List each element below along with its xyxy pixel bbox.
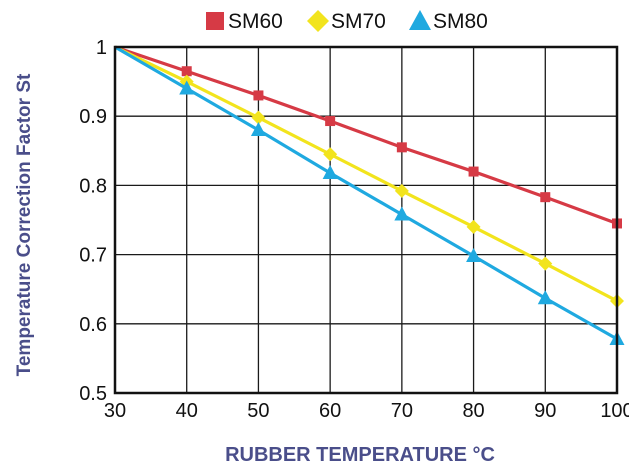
- x-axis-ticks: 30 40 50 60 70 80 90 100: [104, 400, 629, 422]
- series-line-sm70: [114, 45, 618, 303]
- x-tick-label: 90: [534, 400, 556, 422]
- series-layer: [114, 45, 625, 346]
- legend-label-sm80: SM80: [433, 10, 488, 33]
- x-tick-label: 40: [176, 400, 198, 422]
- y-tick-label: 0.8: [79, 175, 107, 197]
- data-point-sm60: [253, 90, 264, 101]
- y-tick-label: 0.7: [79, 245, 107, 267]
- x-tick-label: 50: [247, 400, 269, 422]
- legend-marker-sm80: [409, 10, 431, 30]
- x-tick-label: 100: [600, 400, 629, 422]
- x-tick-label: 80: [462, 400, 484, 422]
- legend-marker-sm60: [206, 12, 224, 30]
- data-point-sm70: [323, 147, 338, 162]
- series-sm80: [114, 45, 625, 346]
- data-point-sm60: [181, 66, 192, 77]
- data-point-sm60: [325, 116, 336, 127]
- legend-item-sm70: SM70: [307, 10, 386, 33]
- series-line-sm60: [114, 45, 618, 225]
- data-point-sm60: [468, 166, 479, 177]
- legend-item-sm80: SM80: [409, 10, 488, 33]
- grid: [115, 47, 617, 393]
- data-point-sm60: [396, 142, 407, 153]
- plot-frame: [113, 45, 619, 395]
- data-point-sm80: [322, 164, 338, 179]
- y-tick-label: 0.6: [79, 314, 107, 336]
- data-point-sm80: [466, 247, 482, 262]
- y-tick-label: 1: [96, 37, 107, 59]
- data-point-sm70: [466, 219, 481, 234]
- data-point-sm60: [540, 192, 551, 203]
- data-point-sm70: [538, 256, 553, 271]
- x-tick-label: 30: [104, 400, 126, 422]
- data-point-sm70: [251, 110, 266, 125]
- x-tick-label: 70: [391, 400, 413, 422]
- data-point-sm80: [537, 290, 553, 305]
- y-tick-label: 0.5: [79, 383, 107, 405]
- x-tick-label: 60: [319, 400, 341, 422]
- legend: SM60 SM70 SM80: [206, 10, 488, 33]
- series-line-sm80: [114, 45, 618, 341]
- legend-item-sm60: SM60: [206, 10, 283, 33]
- series-sm60: [114, 45, 622, 229]
- legend-label-sm60: SM60: [228, 10, 283, 33]
- legend-marker-sm70: [307, 10, 329, 32]
- y-axis-ticks: 0.5 0.6 0.7 0.8 0.9 1: [79, 37, 107, 405]
- legend-label-sm70: SM70: [331, 10, 386, 33]
- y-axis-label: Temperature Correction Factor St: [14, 73, 35, 376]
- data-point-sm80: [250, 122, 266, 137]
- data-point-sm80: [394, 206, 410, 221]
- y-tick-label: 0.9: [79, 106, 107, 128]
- data-point-sm70: [394, 183, 409, 198]
- data-point-sm80: [179, 80, 195, 95]
- series-sm70: [114, 45, 624, 308]
- x-axis-label: RUBBER TEMPERATURE °C: [225, 444, 495, 466]
